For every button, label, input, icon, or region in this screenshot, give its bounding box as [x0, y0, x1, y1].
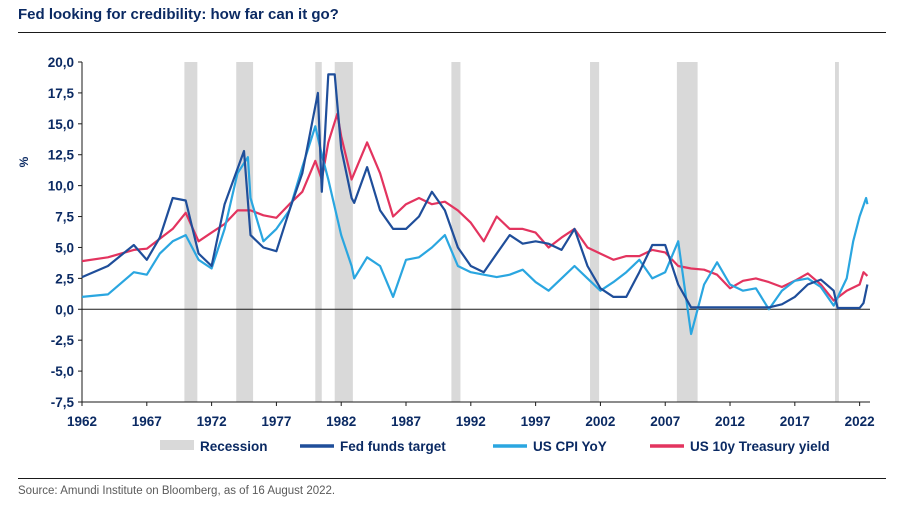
legend-label: US CPI YoY	[533, 439, 607, 454]
legend-label: Recession	[200, 439, 268, 454]
y-tick-label: -2,5	[51, 333, 75, 348]
y-tick-label: 7,5	[55, 210, 74, 225]
legend-swatch-recession	[160, 440, 194, 450]
x-tick-label: 2022	[845, 414, 875, 429]
source-note: Source: Amundi Institute on Bloomberg, a…	[18, 485, 336, 497]
series-line-us-10y-treasury-yield	[81, 112, 869, 302]
y-tick-label: -7,5	[51, 395, 75, 410]
y-tick-label: 15,0	[48, 117, 74, 132]
x-tick-label: 1982	[326, 414, 356, 429]
x-tick-label: 1997	[521, 414, 551, 429]
y-tick-label: 10,0	[48, 179, 74, 194]
x-tick-label: 1992	[456, 414, 486, 429]
x-tick-label: 2012	[715, 414, 745, 429]
recession-band	[676, 62, 698, 402]
recession-band	[835, 62, 839, 402]
y-tick-label: 20,0	[48, 55, 74, 70]
x-tick-label: 1977	[261, 414, 291, 429]
y-tick-label: 17,5	[48, 86, 75, 101]
top-divider	[18, 32, 886, 33]
series-line-us-cpi-yoy	[81, 125, 869, 336]
x-tick-label: 1987	[391, 414, 421, 429]
series-line-fed-funds-target	[81, 73, 869, 310]
recession-band	[236, 62, 254, 402]
x-tick-label: 1962	[67, 414, 97, 429]
x-tick-label: 2007	[650, 414, 680, 429]
recession-band	[334, 62, 353, 402]
x-tick-label: 1972	[197, 414, 227, 429]
y-tick-label: 12,5	[48, 148, 75, 163]
y-tick-label: 2,5	[55, 271, 74, 286]
y-tick-label: 5,0	[55, 240, 74, 255]
chart-title: Fed looking for credibility: how far can…	[18, 6, 339, 23]
y-tick-label: -5,0	[51, 364, 74, 379]
x-tick-label: 1967	[132, 414, 162, 429]
y-axis-label: %	[17, 156, 31, 167]
recession-band	[451, 62, 461, 402]
recession-band	[590, 62, 600, 402]
legend-label: US 10y Treasury yield	[690, 439, 830, 454]
x-tick-label: 2002	[585, 414, 615, 429]
legend-label: Fed funds target	[340, 439, 446, 454]
recession-band	[184, 62, 198, 402]
x-tick-label: 2017	[780, 414, 810, 429]
recession-band	[315, 62, 322, 402]
bottom-divider	[18, 478, 886, 479]
y-tick-label: 0,0	[55, 302, 74, 317]
